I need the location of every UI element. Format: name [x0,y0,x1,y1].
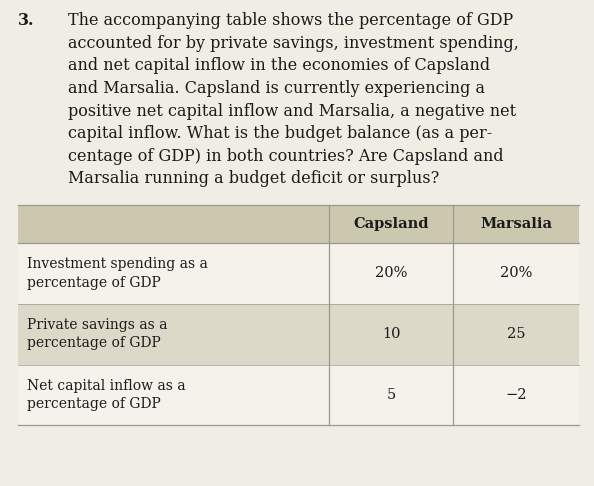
Text: 25: 25 [507,327,525,341]
Text: Marsalia: Marsalia [480,217,552,231]
Bar [18,243,579,304]
Text: 20%: 20% [500,266,532,280]
Text: Capsland: Capsland [353,217,429,231]
Text: centage of GDP) in both countries? Are Capsland and: centage of GDP) in both countries? Are C… [68,148,504,165]
Bar [18,205,579,243]
Text: Investment spending as a
percentage of GDP: Investment spending as a percentage of G… [27,257,208,290]
Text: 3.: 3. [18,12,34,29]
Text: −2: −2 [505,388,527,402]
Text: Marsalia running a budget deficit or surplus?: Marsalia running a budget deficit or sur… [68,171,440,187]
Text: Net capital inflow as a
percentage of GDP: Net capital inflow as a percentage of GD… [27,379,185,411]
Bar [18,304,579,364]
Text: capital inflow. What is the budget balance (as a per-: capital inflow. What is the budget balan… [68,125,492,142]
Text: 20%: 20% [375,266,407,280]
Text: and Marsalia. Capsland is currently experiencing a: and Marsalia. Capsland is currently expe… [68,80,485,97]
Text: The accompanying table shows the percentage of GDP: The accompanying table shows the percent… [68,12,514,29]
Text: 5: 5 [387,388,396,402]
Bar [18,364,579,425]
Text: 10: 10 [382,327,400,341]
Text: positive net capital inflow and Marsalia, a negative net: positive net capital inflow and Marsalia… [68,103,516,120]
Text: and net capital inflow in the economies of Capsland: and net capital inflow in the economies … [68,57,491,74]
Text: accounted for by private savings, investment spending,: accounted for by private savings, invest… [68,35,519,52]
Text: Private savings as a
percentage of GDP: Private savings as a percentage of GDP [27,318,168,350]
